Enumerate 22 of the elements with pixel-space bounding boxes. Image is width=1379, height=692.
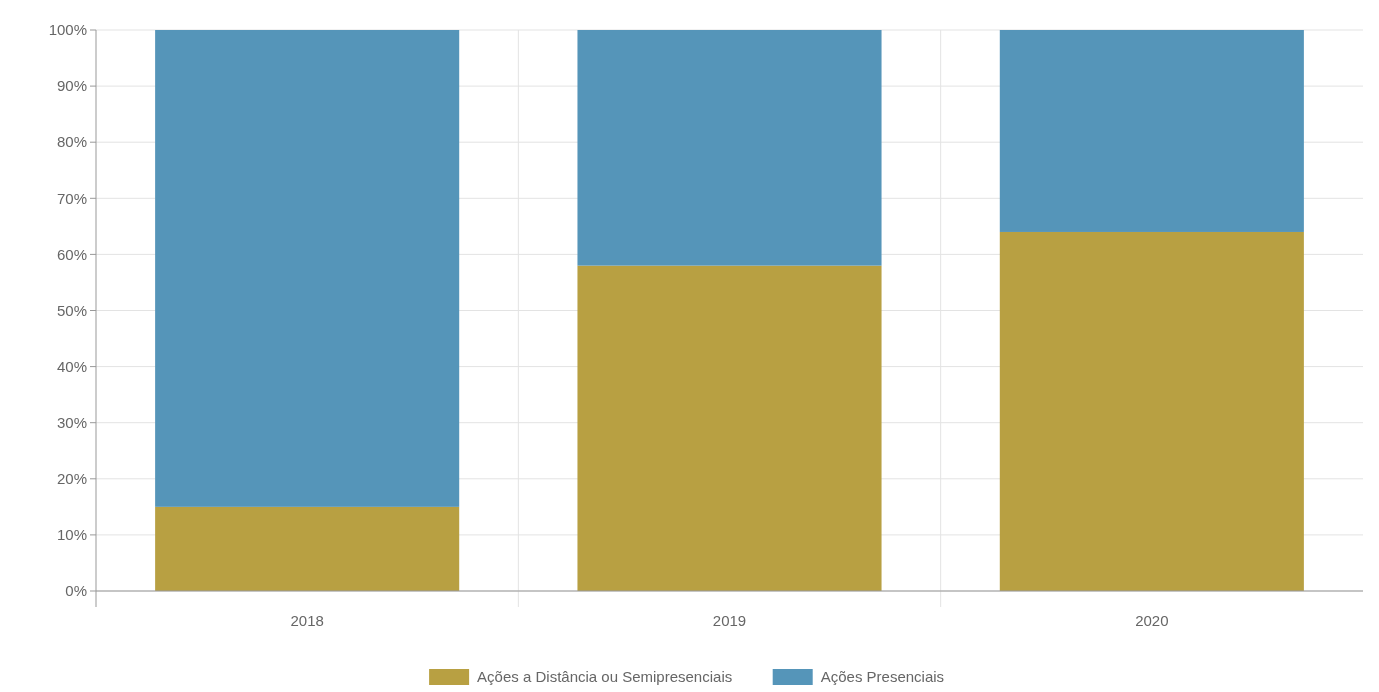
y-tick-label: 100%: [48, 21, 87, 39]
y-tick-label: 20%: [56, 470, 87, 488]
bar: [577, 265, 882, 591]
x-tick-label: 2018: [290, 612, 324, 629]
y-tick-label: 60%: [56, 245, 87, 263]
x-tick-label: 2020: [1135, 612, 1169, 629]
bar: [155, 506, 460, 591]
bar: [155, 30, 460, 507]
legend-label: Ações a Distância ou Semipresenciais: [477, 668, 733, 685]
y-tick-label: 30%: [56, 413, 87, 431]
y-tick-label: 80%: [56, 133, 87, 151]
y-tick-label: 0%: [65, 582, 87, 600]
bar: [999, 231, 1304, 591]
y-tick-label: 40%: [56, 357, 87, 375]
bar: [577, 30, 882, 266]
y-tick-label: 90%: [56, 77, 87, 95]
legend-label: Ações Presenciais: [820, 668, 945, 685]
y-tick-label: 50%: [56, 301, 87, 319]
y-tick-label: 10%: [56, 526, 87, 544]
y-tick-label: 70%: [56, 189, 87, 207]
x-tick-label: 2019: [712, 612, 747, 629]
bar: [999, 30, 1304, 232]
